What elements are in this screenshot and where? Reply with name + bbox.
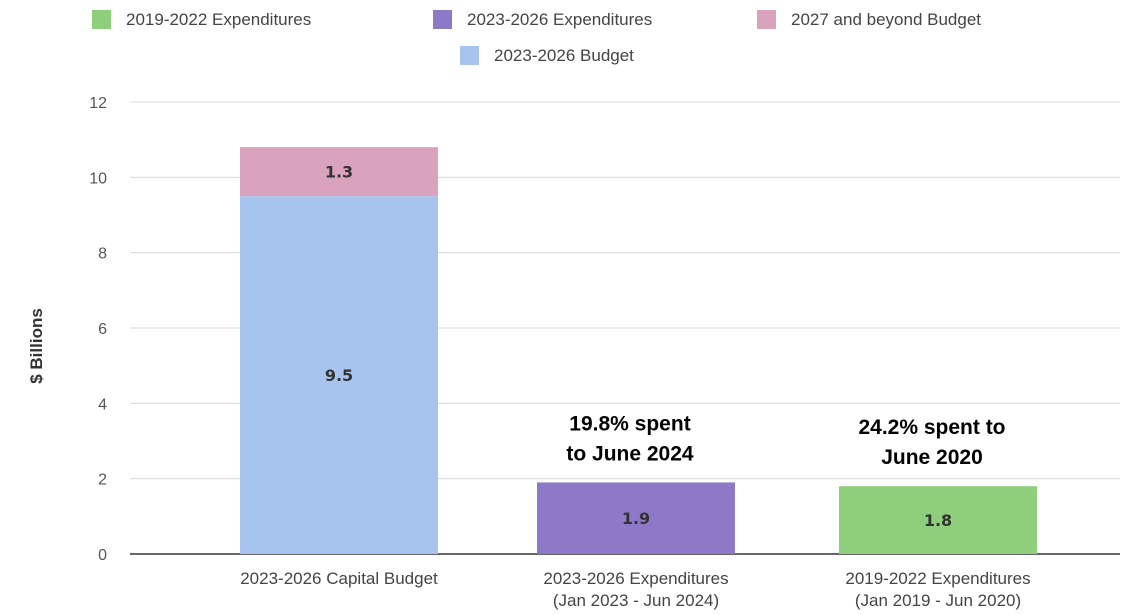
legend-swatch [460,46,479,65]
bar-segment [839,486,1037,554]
y-tick-label: 12 [89,95,107,112]
x-category-label: (Jan 2019 - Jun 2020) [855,591,1021,610]
bar-segment [240,147,438,197]
legend-swatch [92,10,111,29]
bar-value-label: 1.8 [924,511,952,530]
annotation-text: 24.2% spent to [858,416,1005,439]
x-category-label: 2023-2026 Expenditures [543,569,728,588]
y-tick-label: 0 [98,547,107,564]
legend-swatch [757,10,776,29]
legend-label: 2027 and beyond Budget [791,10,981,29]
annotation-text: to June 2024 [566,442,694,465]
bar-segment [537,482,735,554]
y-axis-label: $ Billions [27,308,46,384]
annotation-text: June 2020 [881,446,983,469]
y-tick-label: 10 [89,170,107,187]
x-category-label: 2019-2022 Expenditures [845,569,1030,588]
annotation-text: 19.8% spent [569,412,690,435]
y-tick-label: 2 [98,472,107,489]
bar-value-label: 1.3 [325,163,353,182]
bar-value-label: 9.5 [325,366,353,385]
x-category-label: (Jan 2023 - Jun 2024) [553,591,719,610]
legend-label: 2023-2026 Expenditures [467,10,652,29]
y-tick-label: 8 [98,246,107,263]
legend-swatch [433,10,452,29]
legend-label: 2023-2026 Budget [494,46,634,65]
bar-value-label: 1.9 [622,509,650,528]
y-tick-label: 6 [98,321,107,338]
y-tick-label: 4 [98,396,107,413]
legend-label: 2019-2022 Expenditures [126,10,311,29]
x-category-label: 2023-2026 Capital Budget [240,569,438,588]
bar-segment [240,196,438,554]
